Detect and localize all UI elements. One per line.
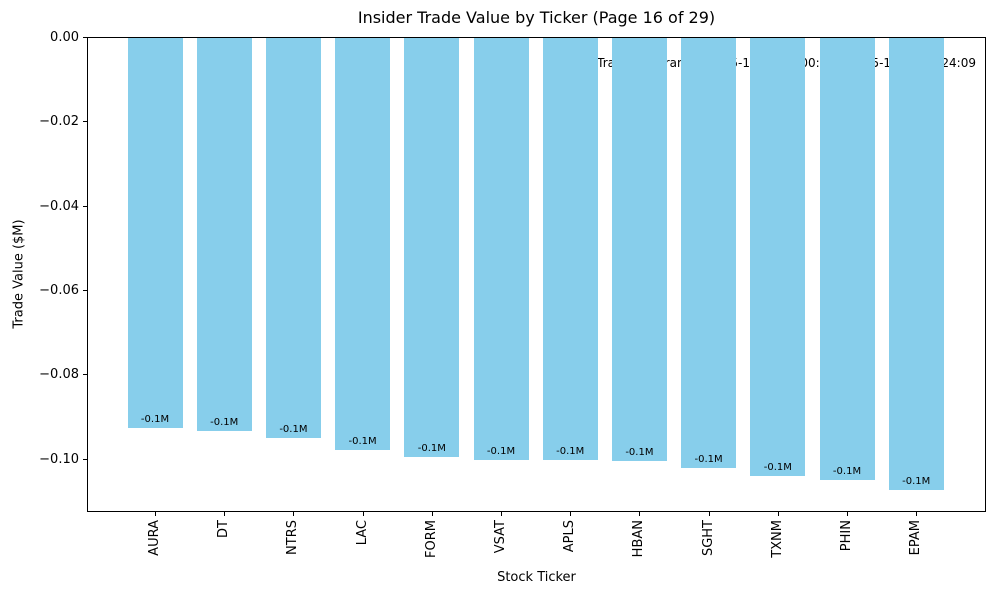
- x-tick-label-NTRS: NTRS: [285, 520, 301, 555]
- x-tick-mark: [155, 512, 156, 516]
- y-tick-mark: [83, 458, 87, 460]
- x-tick-mark: [570, 512, 572, 516]
- bar-value-label: -0.1M: [140, 414, 170, 425]
- bar-EPAM: -0.1M: [888, 38, 944, 491]
- bar-DT: -0.1M: [196, 38, 252, 431]
- bar-value-label: -0.1M: [832, 466, 862, 478]
- chart-title: Insider Trade Value by Ticker (Page 16 o…: [357, 8, 716, 27]
- bar-value-label: -0.1M: [763, 462, 792, 474]
- x-tick-label-PHIN: PHIN: [839, 520, 854, 552]
- bar-TXNM: -0.1M: [750, 38, 806, 477]
- x-tick-label-HBAN: HBAN: [631, 520, 647, 558]
- plot-area: Trade date range: 2025-11-14 21:00:04 – …: [87, 37, 986, 512]
- x-axis-label: Stock Ticker: [497, 570, 576, 585]
- bar-value-label: -0.1M: [279, 424, 308, 436]
- bar-value-label: -0.1M: [902, 476, 931, 488]
- bar-value-label: -0.1M: [210, 416, 239, 428]
- y-tick-mark: [83, 374, 87, 376]
- x-tick-label-AURA: AURA: [147, 520, 162, 556]
- y-tick-label: −0.04: [39, 198, 79, 214]
- x-tick-label-VSAT: VSAT: [493, 520, 508, 554]
- bar-PHIN: -0.1M: [819, 38, 875, 481]
- x-tick-mark: [847, 512, 848, 516]
- y-tick-mark: [83, 205, 87, 207]
- x-tick-mark: [501, 512, 502, 516]
- x-tick-label-TXNM: TXNM: [769, 520, 785, 558]
- bar-value-label: -0.1M: [694, 454, 723, 465]
- x-tick-label-APLS: APLS: [562, 520, 578, 553]
- x-tick-label-LAC: LAC: [354, 520, 370, 546]
- bar-value-label: -0.1M: [556, 446, 585, 458]
- x-tick-mark: [916, 512, 918, 516]
- bar-value-label: -0.1M: [486, 446, 516, 457]
- y-axis-label: Trade Value ($M): [11, 219, 27, 329]
- bar-LAC: -0.1M: [335, 38, 391, 451]
- y-tick-mark: [83, 37, 87, 38]
- y-tick-mark: [83, 289, 87, 291]
- bar-FORM: -0.1M: [404, 38, 460, 457]
- x-tick-label-SGHT: SGHT: [700, 520, 716, 557]
- bar-NTRS: -0.1M: [265, 38, 321, 439]
- bar-HBAN: -0.1M: [611, 38, 667, 461]
- bar-SGHT: -0.1M: [681, 38, 737, 468]
- bar-AURA: -0.1M: [127, 38, 183, 428]
- y-tick-label: −0.06: [39, 282, 79, 298]
- x-tick-label-DT: DT: [216, 520, 232, 538]
- x-tick-mark: [639, 512, 641, 516]
- bar-value-label: -0.1M: [417, 443, 446, 454]
- x-tick-label-EPAM: EPAM: [908, 520, 924, 556]
- y-tick-label: −0.02: [39, 114, 79, 130]
- x-tick-mark: [293, 512, 295, 516]
- x-tick-mark: [431, 512, 433, 516]
- y-tick-label: −0.10: [39, 451, 79, 467]
- y-tick-label: −0.08: [39, 367, 79, 383]
- x-tick-mark: [362, 512, 364, 516]
- bar-value-label: -0.1M: [348, 436, 377, 448]
- bar-value-label: -0.1M: [625, 446, 654, 458]
- x-tick-mark: [708, 512, 710, 516]
- bar-VSAT: -0.1M: [473, 38, 529, 460]
- bar-APLS: -0.1M: [542, 38, 598, 461]
- x-tick-label-FORM: FORM: [423, 520, 439, 558]
- x-tick-mark: [777, 512, 779, 516]
- x-tick-mark: [224, 512, 226, 516]
- y-tick-mark: [83, 121, 87, 123]
- y-tick-label: 0.00: [50, 30, 79, 45]
